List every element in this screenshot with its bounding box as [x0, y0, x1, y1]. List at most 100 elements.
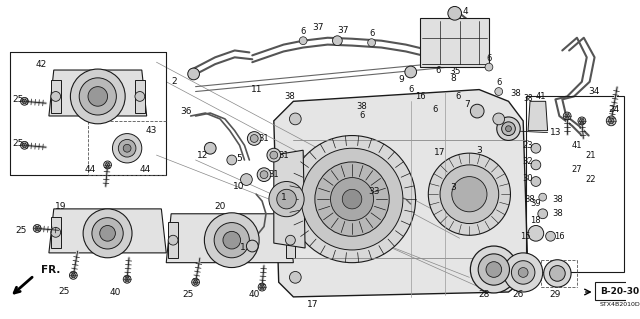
Circle shape	[486, 262, 502, 277]
Circle shape	[248, 132, 261, 145]
Text: 43: 43	[146, 126, 157, 135]
Circle shape	[257, 168, 271, 182]
Circle shape	[20, 141, 28, 149]
Polygon shape	[135, 80, 145, 113]
Text: 12: 12	[196, 151, 208, 160]
Text: 9: 9	[398, 75, 404, 84]
Text: 1: 1	[239, 243, 245, 253]
Text: 32: 32	[523, 158, 533, 167]
Circle shape	[88, 87, 108, 106]
Text: 31: 31	[278, 151, 289, 160]
Circle shape	[106, 163, 109, 167]
Text: STX4B2010D: STX4B2010D	[600, 302, 640, 307]
Circle shape	[531, 143, 541, 153]
Circle shape	[223, 231, 241, 249]
Text: 41: 41	[536, 92, 546, 101]
Text: 1: 1	[281, 193, 287, 202]
Circle shape	[269, 182, 304, 217]
Text: 6: 6	[455, 92, 460, 101]
Text: 2: 2	[172, 77, 177, 86]
Text: 38: 38	[510, 89, 521, 98]
Circle shape	[124, 275, 131, 283]
Text: 36: 36	[180, 107, 191, 115]
Text: 6: 6	[496, 78, 501, 87]
Text: 38: 38	[552, 195, 563, 204]
Text: 6: 6	[408, 85, 413, 94]
Text: 38: 38	[525, 195, 536, 204]
Circle shape	[250, 135, 258, 142]
Text: 18: 18	[531, 216, 541, 225]
Circle shape	[51, 227, 61, 237]
Circle shape	[470, 246, 517, 293]
Polygon shape	[51, 80, 61, 113]
Circle shape	[270, 151, 278, 159]
Circle shape	[448, 6, 461, 20]
Circle shape	[92, 218, 124, 249]
Circle shape	[124, 144, 131, 152]
Circle shape	[565, 114, 570, 118]
Circle shape	[204, 213, 259, 268]
Text: 38: 38	[356, 102, 367, 111]
Circle shape	[440, 165, 499, 224]
Circle shape	[125, 277, 129, 281]
Circle shape	[258, 283, 266, 291]
Circle shape	[300, 37, 307, 45]
Circle shape	[493, 271, 504, 283]
Circle shape	[528, 226, 544, 241]
Text: 35: 35	[449, 68, 460, 77]
Circle shape	[452, 177, 487, 212]
Circle shape	[260, 285, 264, 289]
Text: 6: 6	[359, 111, 365, 121]
Circle shape	[531, 177, 541, 186]
Text: 40: 40	[248, 290, 260, 300]
Text: 22: 22	[586, 175, 596, 184]
Circle shape	[22, 143, 27, 147]
Text: 5: 5	[237, 153, 243, 163]
Text: 31: 31	[259, 134, 269, 143]
Text: 37: 37	[312, 24, 324, 33]
Text: 34: 34	[588, 87, 599, 96]
Circle shape	[246, 240, 258, 252]
Circle shape	[502, 122, 515, 136]
Text: 4: 4	[463, 7, 468, 16]
Text: 39: 39	[531, 199, 541, 209]
Circle shape	[485, 63, 493, 71]
Text: 6: 6	[369, 29, 374, 38]
Circle shape	[289, 113, 301, 125]
Circle shape	[289, 271, 301, 283]
Polygon shape	[528, 101, 548, 131]
Circle shape	[289, 136, 415, 263]
Text: 25: 25	[16, 226, 28, 235]
Text: 17: 17	[307, 300, 319, 309]
Circle shape	[51, 92, 61, 101]
Circle shape	[606, 116, 616, 126]
Text: 38: 38	[284, 92, 295, 101]
Text: 11: 11	[252, 85, 263, 94]
Circle shape	[497, 117, 520, 140]
Text: 16: 16	[415, 92, 426, 101]
Polygon shape	[166, 214, 293, 263]
Polygon shape	[168, 222, 178, 258]
Text: 40: 40	[109, 288, 121, 298]
Circle shape	[405, 66, 417, 78]
Text: FR.: FR.	[41, 265, 60, 276]
Text: 26: 26	[513, 290, 524, 300]
Circle shape	[301, 148, 403, 250]
Text: B-20-30: B-20-30	[600, 286, 639, 295]
Circle shape	[315, 162, 389, 236]
Circle shape	[188, 68, 200, 80]
Circle shape	[204, 142, 216, 154]
Circle shape	[563, 112, 571, 120]
Text: 44: 44	[139, 165, 150, 174]
Text: 21: 21	[586, 151, 596, 160]
Polygon shape	[49, 209, 166, 253]
Circle shape	[70, 69, 125, 124]
Circle shape	[35, 226, 39, 231]
Circle shape	[546, 231, 556, 241]
Circle shape	[470, 104, 484, 118]
Circle shape	[33, 225, 41, 232]
Circle shape	[580, 119, 584, 123]
Text: 7: 7	[465, 100, 470, 109]
Circle shape	[538, 209, 548, 219]
Text: 19: 19	[55, 203, 67, 211]
